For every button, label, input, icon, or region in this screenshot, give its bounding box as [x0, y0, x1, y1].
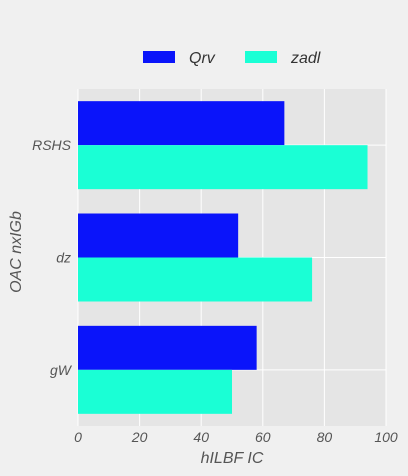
y-tick-label: gW [50, 362, 73, 378]
y-tick-label: RSHS [32, 137, 72, 153]
x-tick-label: 40 [193, 429, 209, 445]
x-tick-label: 100 [374, 429, 398, 445]
x-tick-label: 80 [317, 429, 333, 445]
x-tick-label: 20 [131, 429, 148, 445]
x-tick-label: 0 [74, 429, 82, 445]
bar-zadl-rshs [78, 145, 368, 190]
bar-zadl-dz [78, 257, 313, 302]
bar-qrv-gw [78, 325, 257, 370]
y-axis-title: OAC nxIGb [8, 211, 25, 293]
x-axis-title: hILBF IC [201, 450, 264, 467]
legend-swatch-zadl [245, 51, 277, 63]
legend-label-zadl: zadl [290, 50, 321, 67]
legend-label-qrv: Qrv [189, 50, 216, 67]
bar-qrv-rshs [78, 101, 285, 146]
y-tick-label: dz [56, 250, 71, 266]
y-tick-labels: RSHS dz gW [32, 137, 73, 378]
bar-qrv-dz [78, 213, 239, 258]
legend-swatch-qrv [143, 51, 175, 63]
bar-zadl-gw [78, 369, 232, 414]
legend: Qrv zadl [143, 50, 321, 67]
x-tick-labels: 0 20 40 60 80 100 [74, 429, 398, 445]
bars [78, 101, 368, 414]
x-tick-label: 60 [255, 429, 271, 445]
